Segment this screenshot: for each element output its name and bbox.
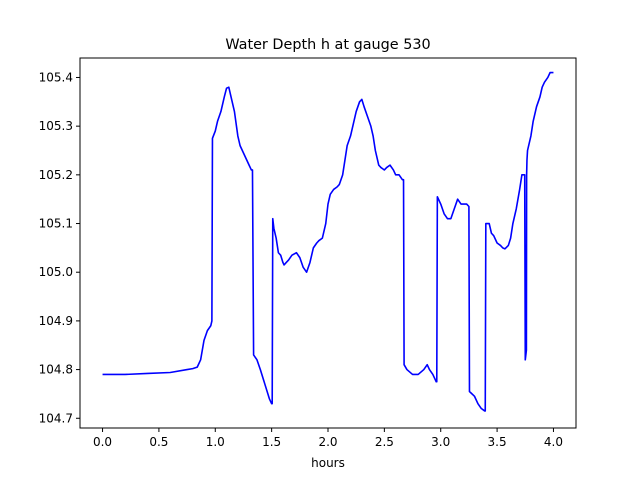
x-tick-label: 0.0	[93, 435, 112, 449]
y-tick-label: 105.4	[39, 70, 73, 84]
y-tick-label: 105.1	[39, 217, 73, 231]
plot-area	[79, 57, 577, 429]
y-tick-label: 105.3	[39, 119, 73, 133]
series-line	[102, 71, 554, 412]
y-tick-label: 105.0	[39, 265, 73, 279]
y-tick-label: 104.9	[39, 314, 73, 328]
x-tick-label: 1.0	[206, 435, 225, 449]
x-tick-label: 1.5	[262, 435, 281, 449]
x-axis-label: hours	[311, 456, 345, 470]
y-tick-label: 104.7	[39, 411, 73, 425]
x-tick-label: 2.0	[318, 435, 337, 449]
chart-title: Water Depth h at gauge 530	[225, 37, 430, 53]
x-tick-label: 4.0	[544, 435, 563, 449]
y-tick-label: 104.8	[39, 363, 73, 377]
x-tick-label: 0.5	[149, 435, 168, 449]
axes-background	[80, 58, 576, 428]
x-tick-label: 3.0	[431, 435, 450, 449]
y-tick-label: 105.2	[39, 168, 73, 182]
x-tick-label: 2.5	[375, 435, 394, 449]
x-axis: 0.0 0.5 1.0 1.5 2.0 2.5 3.0 3.5 4.0	[93, 428, 563, 449]
y-axis: 104.7 104.8 104.9 105.0 105.1 105.2 105.3 105.4	[39, 70, 80, 425]
x-tick-label: 3.5	[488, 435, 507, 449]
